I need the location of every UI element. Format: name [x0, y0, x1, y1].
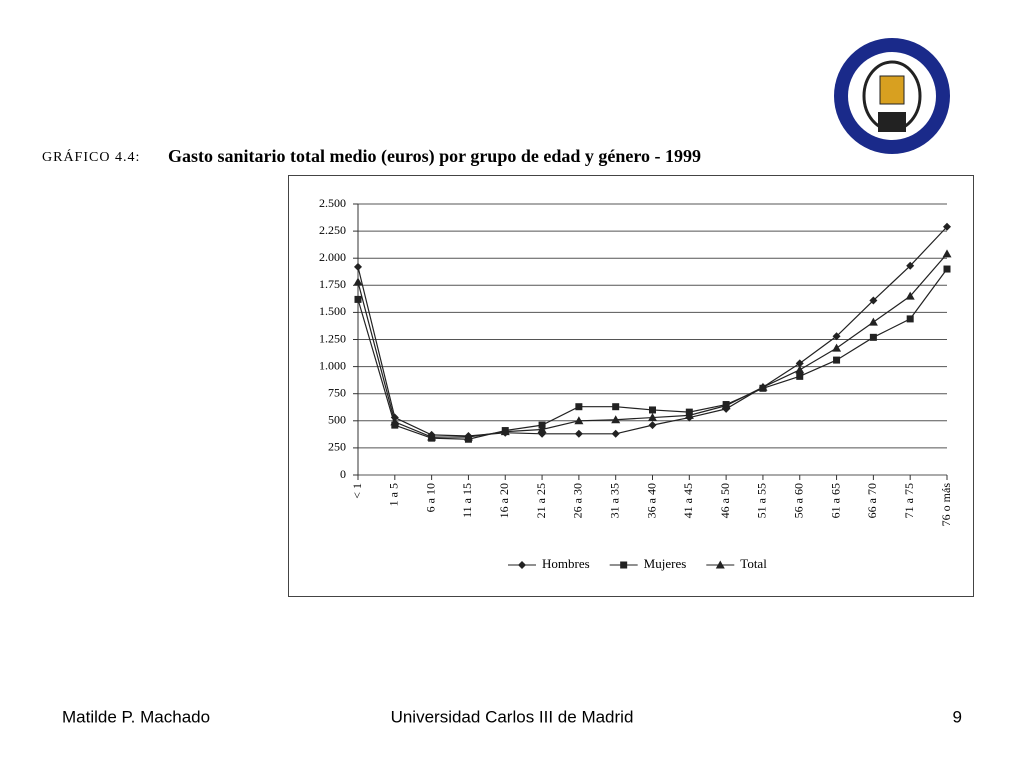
point — [648, 421, 657, 430]
x-tick-label: < 1 — [350, 483, 364, 499]
point — [758, 382, 768, 391]
point — [354, 262, 362, 271]
x-tick-label: 31 a 35 — [607, 483, 621, 518]
legend-label: Hombres — [542, 556, 590, 571]
y-tick-label: 250 — [328, 440, 346, 454]
point — [575, 403, 583, 411]
y-tick-label: 2.500 — [319, 196, 346, 210]
point — [906, 261, 915, 270]
page-number: 9 — [953, 707, 962, 726]
x-tick-label: 56 a 60 — [792, 483, 806, 518]
legend-label: Mujeres — [644, 556, 687, 571]
x-tick-label: 21 a 25 — [534, 483, 548, 518]
point — [943, 222, 951, 231]
point — [649, 406, 656, 414]
point — [574, 416, 584, 425]
y-tick-label: 2.000 — [319, 250, 346, 264]
point — [795, 359, 804, 368]
point — [500, 427, 510, 436]
point — [869, 296, 878, 305]
x-tick-label: 1 a 5 — [387, 483, 401, 506]
point — [906, 315, 914, 323]
chart-frame — [288, 175, 974, 597]
point — [611, 415, 621, 424]
y-tick-label: 1.500 — [319, 304, 346, 318]
x-tick-label: 6 a 10 — [423, 483, 437, 512]
y-tick-label: 750 — [328, 385, 346, 399]
y-tick-label: 2.250 — [319, 223, 346, 237]
point — [353, 277, 363, 286]
legend-marker — [518, 561, 526, 569]
chart-title: Gasto sanitario total medio (euros) por … — [168, 146, 701, 167]
footer-author: Matilde P. Machado — [62, 707, 210, 726]
point — [721, 401, 731, 410]
point — [833, 356, 841, 364]
x-tick-label: 26 a 30 — [571, 483, 585, 518]
y-tick-label: 1.000 — [319, 358, 346, 372]
point — [942, 249, 952, 258]
x-tick-label: 46 a 50 — [718, 483, 732, 518]
point — [463, 432, 473, 441]
x-tick-label: 11 a 15 — [460, 483, 474, 518]
point — [648, 413, 657, 422]
point — [612, 403, 620, 411]
point — [869, 333, 877, 341]
point — [611, 429, 620, 438]
point — [390, 417, 400, 426]
point — [832, 332, 841, 341]
y-tick-label: 500 — [328, 413, 346, 427]
point — [354, 295, 362, 303]
point — [684, 410, 694, 419]
x-tick-label: 76 o más — [939, 483, 953, 527]
x-tick-label: 66 a 70 — [865, 483, 879, 518]
footer-institution: Universidad Carlos III de Madrid — [391, 707, 634, 726]
point — [574, 429, 583, 438]
x-tick-label: 51 a 55 — [755, 483, 769, 518]
y-tick-label: 0 — [340, 467, 346, 481]
x-tick-label: 36 a 40 — [644, 483, 658, 518]
y-tick-label: 1.250 — [319, 331, 346, 345]
figure-label: GRÁFICO 4.4: — [42, 148, 140, 165]
point — [796, 372, 804, 380]
y-tick-label: 1.750 — [319, 277, 346, 291]
logo — [834, 38, 950, 154]
logo-base — [878, 112, 906, 132]
point — [427, 432, 437, 441]
legend-label: Total — [740, 556, 767, 571]
point — [795, 365, 805, 374]
point — [868, 317, 878, 326]
x-tick-label: 61 a 65 — [828, 483, 842, 518]
point — [943, 265, 951, 273]
legend-marker — [620, 561, 628, 569]
x-tick-label: 16 a 20 — [497, 483, 511, 518]
point — [905, 291, 915, 300]
point — [537, 424, 547, 433]
logo-shield — [879, 75, 905, 105]
x-tick-label: 71 a 75 — [902, 483, 916, 518]
x-tick-label: 41 a 45 — [681, 483, 695, 518]
legend-marker — [715, 560, 725, 569]
point — [832, 343, 842, 352]
